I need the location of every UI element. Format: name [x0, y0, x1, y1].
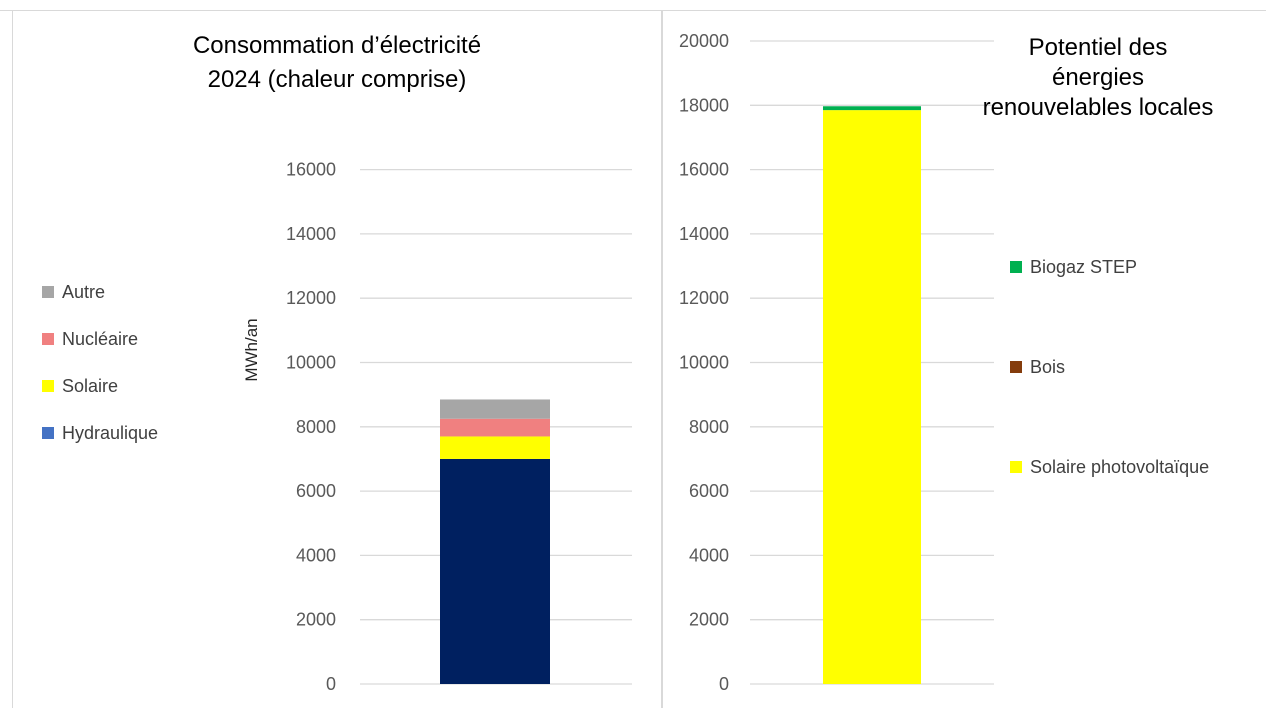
chart-title: Consommation d’électricité 2024 (chaleur …	[193, 32, 481, 93]
legend-label: Solaire	[62, 376, 118, 396]
y-tick-label: 14000	[679, 224, 729, 244]
legend-swatch	[1010, 261, 1022, 273]
legend: Biogaz STEP Bois Solaire photovoltaïque	[1010, 257, 1209, 477]
consumption-chart: 0 2000 4000 6000 8000 10000 12000 14000 16000 Con…	[42, 32, 632, 694]
y-axis-label: MWh/an	[242, 318, 261, 381]
bar-segment-solaire-photovolta-que	[823, 110, 921, 684]
y-tick-label: 0	[719, 674, 729, 694]
chart-title-line: 2024 (chaleur comprise)	[208, 66, 467, 93]
legend-swatch	[1010, 461, 1022, 473]
y-tick-label: 6000	[296, 481, 336, 501]
legend-label: Solaire photovoltaïque	[1030, 457, 1209, 477]
legend-label: Autre	[62, 282, 105, 302]
legend-item: Bois	[1010, 357, 1065, 377]
stacked-bar	[440, 399, 550, 684]
stacked-bar	[823, 106, 921, 684]
legend-label: Biogaz STEP	[1030, 257, 1137, 277]
chart-title-line: Consommation d’électricité	[193, 32, 481, 59]
legend-swatch	[42, 427, 54, 439]
legend-label: Nucléaire	[62, 329, 138, 349]
y-tick-label: 10000	[679, 353, 729, 373]
legend-item: Hydraulique	[42, 423, 158, 443]
legend-item: Solaire photovoltaïque	[1010, 457, 1209, 477]
legend-label: Bois	[1030, 357, 1065, 377]
y-tick-label: 2000	[296, 610, 336, 630]
panel-divider	[661, 10, 663, 708]
legend: Autre Nucléaire Solaire Hydraulique	[42, 282, 158, 443]
legend-item: Biogaz STEP	[1010, 257, 1137, 277]
chart-title-line: énergies	[1052, 64, 1144, 91]
legend-item: Nucléaire	[42, 329, 138, 349]
y-tick-label: 8000	[296, 417, 336, 437]
chart-title-line: Potentiel des	[1029, 34, 1168, 61]
y-tick-label: 8000	[689, 417, 729, 437]
legend-swatch	[42, 286, 54, 298]
legend-swatch	[42, 380, 54, 392]
y-tick-label: 4000	[296, 545, 336, 565]
bar-segment-autre	[440, 399, 550, 419]
y-tick-label: 16000	[286, 160, 336, 180]
y-axis-ticks: 0 2000 4000 6000 8000 10000 12000 14000 16000	[286, 160, 336, 694]
y-tick-label: 0	[326, 674, 336, 694]
y-tick-label: 10000	[286, 353, 336, 373]
y-tick-label: 2000	[689, 610, 729, 630]
legend-swatch	[1010, 361, 1022, 373]
legend-item: Solaire	[42, 376, 118, 396]
bar-segment-solaire	[440, 436, 550, 459]
chart-title: Potentiel des énergies renouvelables local…	[983, 34, 1214, 121]
y-tick-label: 12000	[679, 288, 729, 308]
top-border	[0, 10, 1266, 11]
y-tick-label: 4000	[689, 545, 729, 565]
chart-title-line: renouvelables locales	[983, 94, 1214, 121]
y-tick-label: 16000	[679, 160, 729, 180]
bar-segment-biogaz-step	[823, 106, 921, 111]
legend-swatch	[42, 333, 54, 345]
left-border	[12, 10, 13, 708]
y-tick-label: 18000	[679, 95, 729, 115]
y-tick-label: 20000	[679, 31, 729, 51]
renewable-potential-chart: 0 2000 4000 6000 8000 10000 12000 14000 16000 180…	[679, 31, 1213, 694]
y-axis-ticks: 0 2000 4000 6000 8000 10000 12000 14000 16000 180…	[679, 31, 729, 694]
legend-item: Autre	[42, 282, 105, 302]
y-tick-label: 14000	[286, 224, 336, 244]
bar-segment-hydraulique	[440, 458, 550, 684]
legend-label: Hydraulique	[62, 423, 158, 443]
bar-segment-nucl-aire	[440, 418, 550, 437]
y-tick-label: 12000	[286, 288, 336, 308]
y-tick-label: 6000	[689, 481, 729, 501]
